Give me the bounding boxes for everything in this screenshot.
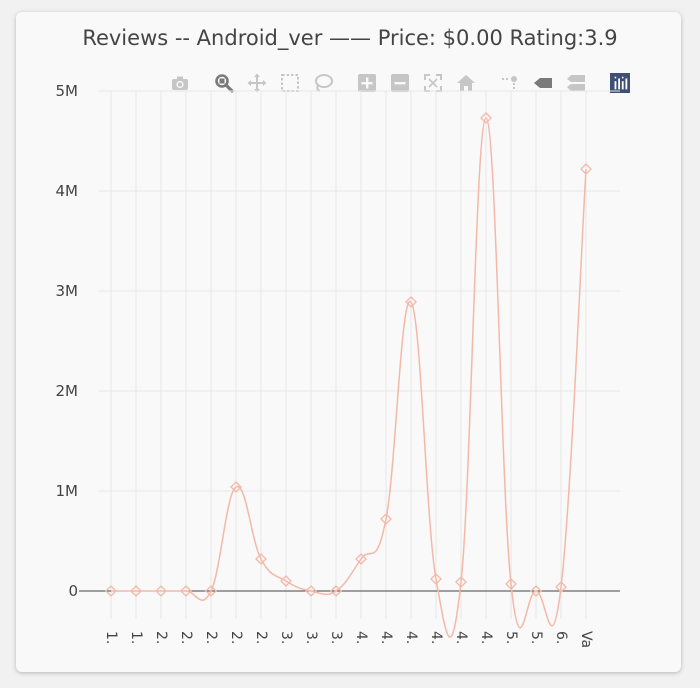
data-point xyxy=(430,573,442,585)
data-point xyxy=(180,585,192,597)
y-tick-label: 3M xyxy=(56,282,79,300)
chart-title: Reviews -- Android_ver —— Price: $0.00 R… xyxy=(82,26,618,50)
pan-icon[interactable] xyxy=(245,71,269,95)
data-point xyxy=(480,112,492,124)
y-tick-label: 5M xyxy=(56,82,79,100)
plotly-logo-icon[interactable] xyxy=(608,71,632,95)
autoscale-icon[interactable] xyxy=(421,71,445,95)
x-tick-label: 3. xyxy=(328,631,344,644)
x-tick-label: 4. xyxy=(428,631,444,644)
data-point xyxy=(355,553,367,565)
data-point xyxy=(205,585,217,597)
data-point xyxy=(305,585,317,597)
x-tick-label: 2. xyxy=(228,631,244,644)
x-tick-label: 5. xyxy=(528,631,544,644)
x-tick-label: 2. xyxy=(178,631,194,644)
x-tick-label: 4. xyxy=(478,631,494,644)
hover-compare-icon[interactable] xyxy=(564,71,588,95)
box-select-icon[interactable] xyxy=(278,71,302,95)
x-tick-label: 4. xyxy=(353,631,369,644)
chart-card xyxy=(16,12,681,672)
camera-icon[interactable] xyxy=(168,71,192,95)
x-tick-label: 6. xyxy=(553,631,569,644)
data-point xyxy=(380,513,392,525)
spike-lines-icon[interactable] xyxy=(498,71,522,95)
data-point xyxy=(280,575,292,587)
x-tick-label: 1. xyxy=(128,631,144,644)
y-tick-label: 2M xyxy=(56,382,79,400)
data-point xyxy=(555,581,567,593)
home-icon[interactable] xyxy=(454,71,478,95)
x-tick-label: 5. xyxy=(503,631,519,644)
x-tick-label: Va xyxy=(578,631,594,648)
x-tick-label: 4. xyxy=(403,631,419,644)
data-point xyxy=(230,481,242,493)
y-tick-label: 4M xyxy=(56,182,79,200)
x-tick-label: 3. xyxy=(303,631,319,644)
x-tick-label: 2. xyxy=(153,631,169,644)
hover-closest-icon[interactable] xyxy=(531,71,555,95)
data-point xyxy=(130,585,142,597)
x-tick-label: 3. xyxy=(278,631,294,644)
y-tick-label: 1M xyxy=(56,482,79,500)
data-point xyxy=(580,163,592,175)
x-tick-label: 2. xyxy=(253,631,269,644)
x-tick-label: 2. xyxy=(203,631,219,644)
x-tick-label: 4. xyxy=(378,631,394,644)
zoom-in-icon[interactable] xyxy=(355,71,379,95)
data-point xyxy=(505,578,517,590)
y-tick-label: 0 xyxy=(68,582,78,600)
zoom-icon[interactable] xyxy=(212,71,236,95)
data-point xyxy=(105,585,117,597)
data-point xyxy=(455,576,467,588)
data-point xyxy=(255,553,267,565)
data-point xyxy=(330,585,342,597)
series-line xyxy=(111,117,587,638)
data-point xyxy=(405,296,417,308)
x-tick-label: 4. xyxy=(453,631,469,644)
x-tick-label: 1. xyxy=(103,631,119,644)
zoom-out-icon[interactable] xyxy=(388,71,412,95)
data-point xyxy=(155,585,167,597)
data-point xyxy=(530,585,542,597)
